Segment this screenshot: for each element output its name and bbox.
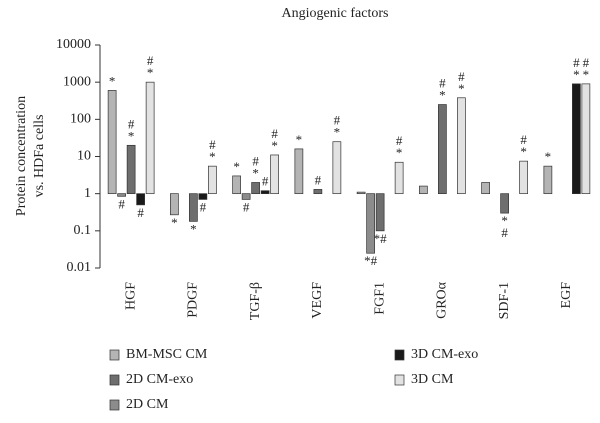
legend-swatch (109, 374, 120, 386)
annotation: * (233, 159, 240, 174)
bar (260, 190, 270, 195)
y-tick-label: 0.1 (74, 223, 92, 238)
legend-label: 2D CM (126, 397, 169, 412)
legend-label: 3D CM-exo (411, 347, 478, 362)
x-tick-label: PDGF (186, 282, 201, 318)
legend-label: 3D CM (411, 372, 454, 387)
bar (313, 189, 323, 195)
annotation: # (262, 174, 269, 189)
annotation: # (137, 205, 144, 220)
annotation: * (583, 67, 590, 82)
bar (481, 182, 490, 195)
annotation: # (439, 76, 446, 91)
x-tick-label: EGF (559, 282, 574, 309)
annotation: # (458, 69, 465, 84)
annotation: # (573, 55, 580, 70)
bar (356, 191, 366, 195)
x-tick-label: GROα (435, 281, 450, 319)
annotation: * (128, 128, 135, 143)
bar (117, 193, 126, 197)
bar (419, 185, 428, 195)
annotation: * (209, 149, 216, 164)
annotation: # (128, 116, 135, 131)
bar (500, 193, 509, 214)
bar (375, 193, 385, 232)
annotation: # (271, 126, 278, 141)
bar (208, 165, 217, 195)
annotation: * (171, 215, 178, 230)
y-tick-label: 10 (77, 149, 91, 164)
bar (241, 193, 251, 200)
x-tick-label: VEGF (310, 282, 325, 319)
y-tick-label: 1000 (63, 74, 91, 89)
annotation: # (252, 153, 259, 168)
annotation: # (334, 113, 341, 128)
y-axis-label: Protein concentration (14, 96, 29, 216)
y-tick-label: 1 (84, 186, 91, 201)
bar (198, 193, 208, 200)
annotation: # (209, 137, 216, 152)
bar (572, 83, 581, 195)
y-tick-label: 10000 (56, 37, 91, 52)
annotation: * (439, 88, 446, 103)
annotation: # (200, 199, 207, 214)
bar (126, 144, 136, 195)
annotation: # (118, 196, 125, 211)
annotation: * (109, 73, 116, 88)
annotation: * (147, 65, 154, 80)
legend-label: BM-MSC CM (126, 347, 208, 362)
bar (170, 193, 179, 216)
bar (232, 175, 241, 195)
x-tick-label: FGF1 (372, 282, 387, 315)
annotation: * (501, 213, 508, 228)
bar (136, 193, 145, 206)
bar (438, 104, 447, 195)
legend-swatch (109, 399, 120, 411)
annotation: * (334, 125, 341, 140)
bar (543, 165, 553, 195)
annotation: # (396, 133, 403, 148)
x-tick-label: TGF-β (248, 282, 263, 320)
annotation: # (147, 53, 154, 68)
bar (366, 193, 375, 254)
annotation: # (315, 172, 322, 187)
bar (294, 148, 304, 195)
annotation: *# (374, 231, 388, 246)
chart-title: Angiogenic factors (282, 6, 389, 21)
annotation: *# (364, 253, 378, 268)
legend-swatch (394, 374, 405, 386)
annotation: * (458, 81, 465, 96)
annotation: # (243, 199, 250, 214)
annotation: * (573, 67, 580, 82)
bar (394, 161, 404, 195)
annotation: * (396, 145, 403, 160)
annotation: * (545, 149, 552, 164)
annotation: * (520, 144, 527, 159)
x-tick-label: SDF-1 (497, 282, 512, 319)
annotation: # (583, 55, 590, 70)
annotation: # (520, 132, 527, 147)
y-axis-label: vs. HDFa cells (32, 115, 47, 198)
x-tick-label: HGF (123, 282, 138, 310)
bar (332, 141, 342, 195)
bar (189, 193, 198, 222)
bar (251, 182, 260, 195)
legend-swatch (394, 349, 405, 361)
annotation: * (271, 138, 278, 153)
y-tick-label: 0.01 (67, 260, 92, 275)
annotation: * (252, 165, 259, 180)
annotation: * (190, 221, 197, 236)
bar (519, 160, 528, 195)
annotation: * (296, 132, 303, 147)
y-tick-label: 100 (70, 112, 91, 127)
bar (270, 154, 279, 195)
bar (107, 90, 117, 195)
bar (457, 97, 466, 195)
legend-swatch (109, 349, 120, 361)
legend-label: 2D CM-exo (126, 372, 193, 387)
bar (581, 83, 591, 195)
annotation: # (501, 225, 508, 240)
bar (145, 81, 155, 195)
